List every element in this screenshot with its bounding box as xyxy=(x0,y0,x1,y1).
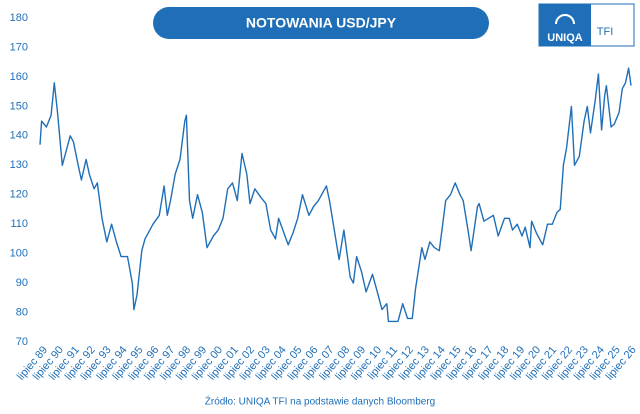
y-tick-label: 150 xyxy=(10,100,28,112)
y-tick-label: 130 xyxy=(10,159,28,171)
y-tick-label: 70 xyxy=(16,336,28,348)
y-tick-label: 160 xyxy=(10,71,28,83)
y-tick-label: 120 xyxy=(10,189,28,201)
y-tick-label: 100 xyxy=(10,248,28,260)
price-line xyxy=(39,67,632,323)
y-tick-label: 90 xyxy=(16,277,28,289)
logo-suffix: TFI xyxy=(597,26,614,38)
y-tick-label: 140 xyxy=(10,130,28,142)
y-tick-label: 170 xyxy=(10,41,28,53)
y-tick-label: 80 xyxy=(16,306,28,318)
source-note: Źródło: UNIQA TFI na podstawie danych Bl… xyxy=(205,395,435,408)
chart-title: NOTOWANIA USD/JPY xyxy=(246,15,397,31)
y-tick-label: 180 xyxy=(10,12,28,24)
y-tick-label: 110 xyxy=(10,218,28,230)
logo-icon xyxy=(555,14,575,25)
title-pill xyxy=(153,7,489,39)
logo-brand: UNIQA xyxy=(547,32,583,44)
logo-box xyxy=(539,4,591,46)
